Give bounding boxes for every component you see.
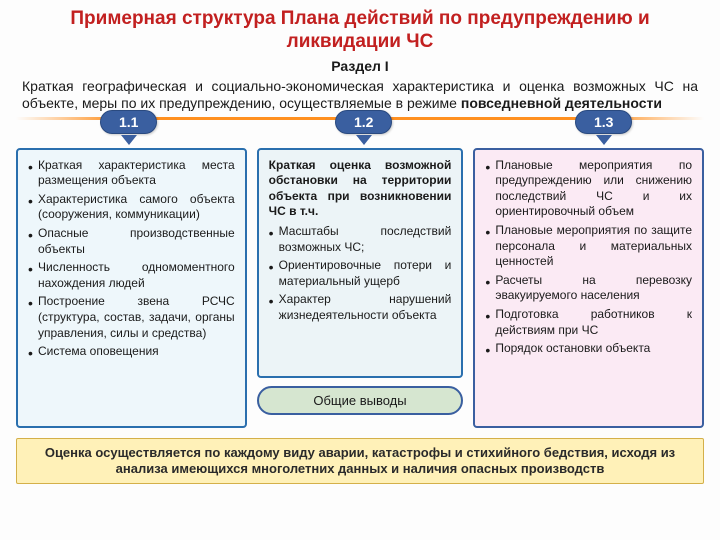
column-2-heading: Краткая оценка возможной обстановки на т… (269, 158, 452, 220)
list-item: Масштабы последствий возможных ЧС; (269, 224, 452, 255)
badge-1: 1.1 (100, 110, 157, 134)
list-item: Краткая характеристика места размещения … (28, 158, 235, 189)
list-item: Расчеты на перевозку эвакуируемого насел… (485, 273, 692, 304)
column-2-stack: Краткая оценка возможной обстановки на т… (257, 148, 464, 415)
badge-3-group: 1.3 (575, 110, 632, 145)
list-item: Численность одномоментного нахождения лю… (28, 260, 235, 291)
arrow-down-icon (356, 135, 372, 145)
list-item: Порядок остановки объекта (485, 341, 692, 357)
section-label: Раздел I (0, 58, 720, 74)
badge-2: 1.2 (335, 110, 392, 134)
conclusion-box: Общие выводы (257, 386, 464, 415)
column-3: Плановые мероприятия по предупреждению и… (473, 148, 704, 428)
list-item: Ориентировочные потери и материальный ущ… (269, 258, 452, 289)
arrow-down-icon (121, 135, 137, 145)
list-item: Подготовка работников к действиям при ЧС (485, 307, 692, 338)
badge-2-group: 1.2 (335, 110, 392, 145)
columns-container: Краткая характеристика места размещения … (0, 120, 720, 434)
arrow-down-icon (596, 135, 612, 145)
column-1-list: Краткая характеристика места размещения … (28, 158, 235, 360)
page-title: Примерная структура Плана действий по пр… (0, 0, 720, 56)
list-item: Опасные производственные объекты (28, 226, 235, 257)
badge-3: 1.3 (575, 110, 632, 134)
column-2: Краткая оценка возможной обстановки на т… (257, 148, 464, 378)
list-item: Плановые мероприятия по защите персонала… (485, 223, 692, 270)
list-item: Построение звена РСЧС (структура, состав… (28, 294, 235, 341)
column-2-list: Масштабы последствий возможных ЧС; Ориен… (269, 224, 452, 324)
list-item: Характеристика самого объекта (сооружени… (28, 192, 235, 223)
list-item: Система оповещения (28, 344, 235, 360)
badge-1-group: 1.1 (100, 110, 157, 145)
footer-note: Оценка осуществляется по каждому виду ав… (16, 438, 704, 485)
list-item: Характер нарушений жизнедеятельности объ… (269, 292, 452, 323)
list-item: Плановые мероприятия по предупреждению и… (485, 158, 692, 220)
column-1: Краткая характеристика места размещения … (16, 148, 247, 428)
column-3-list: Плановые мероприятия по предупреждению и… (485, 158, 692, 357)
